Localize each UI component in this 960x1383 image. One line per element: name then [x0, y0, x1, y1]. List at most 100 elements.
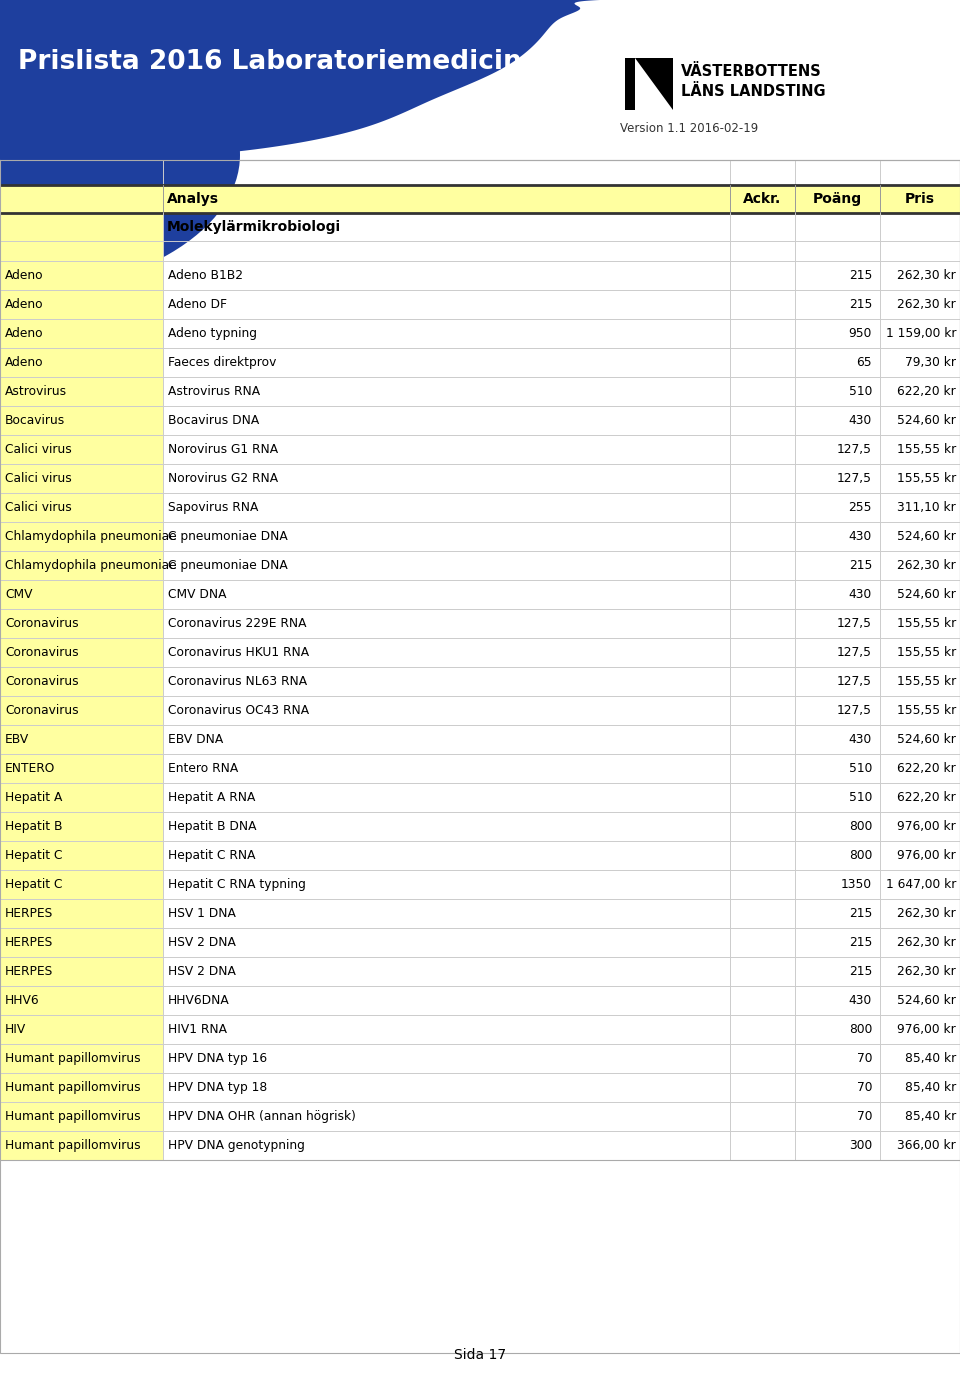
- Bar: [0, 241, 163, 261]
- Text: 430: 430: [849, 414, 872, 427]
- Text: Coronavirus: Coronavirus: [5, 617, 79, 631]
- Text: Molekylärmikrobiologi: Molekylärmikrobiologi: [167, 220, 341, 234]
- Bar: [0, 465, 163, 492]
- Text: 255: 255: [849, 501, 872, 514]
- Text: Adeno B1B2: Adeno B1B2: [168, 270, 243, 282]
- Text: 85,40 kr: 85,40 kr: [904, 1082, 956, 1094]
- Text: 622,20 kr: 622,20 kr: [898, 762, 956, 774]
- Text: VÄSTERBOTTENS: VÄSTERBOTTENS: [681, 64, 822, 79]
- Bar: [0, 1015, 163, 1044]
- Bar: [0, 319, 163, 349]
- Text: Hepatit C RNA: Hepatit C RNA: [168, 849, 255, 862]
- Text: Prislista 2016 Laboratoriemedicin: Prislista 2016 Laboratoriemedicin: [18, 48, 521, 75]
- Bar: [0, 349, 163, 378]
- Text: 976,00 kr: 976,00 kr: [898, 1023, 956, 1036]
- Text: 800: 800: [849, 849, 872, 862]
- Text: 510: 510: [849, 762, 872, 774]
- Text: 215: 215: [849, 936, 872, 949]
- Text: Hepatit A: Hepatit A: [5, 791, 62, 804]
- Text: 976,00 kr: 976,00 kr: [898, 820, 956, 833]
- Bar: [0, 1044, 163, 1073]
- Polygon shape: [635, 58, 673, 111]
- Text: Ackr.: Ackr.: [743, 192, 781, 206]
- Text: C pneumoniae DNA: C pneumoniae DNA: [168, 559, 288, 573]
- Text: 155,55 kr: 155,55 kr: [897, 704, 956, 716]
- Text: 262,30 kr: 262,30 kr: [898, 559, 956, 573]
- Bar: [0, 870, 163, 899]
- Text: Coronavirus: Coronavirus: [5, 646, 79, 660]
- Text: Pris: Pris: [905, 192, 935, 206]
- Text: 524,60 kr: 524,60 kr: [898, 414, 956, 427]
- Text: 430: 430: [849, 733, 872, 745]
- Text: Faeces direktprov: Faeces direktprov: [168, 355, 276, 369]
- Text: 155,55 kr: 155,55 kr: [897, 617, 956, 631]
- Text: Chlamydophila pneumoniae: Chlamydophila pneumoniae: [5, 530, 177, 544]
- Text: Humant papillomvirus: Humant papillomvirus: [5, 1052, 140, 1065]
- Text: HSV 1 DNA: HSV 1 DNA: [168, 907, 236, 920]
- Text: Norovirus G1 RNA: Norovirus G1 RNA: [168, 443, 278, 456]
- Text: ENTERO: ENTERO: [5, 762, 56, 774]
- Text: 155,55 kr: 155,55 kr: [897, 675, 956, 687]
- Text: Calici virus: Calici virus: [5, 443, 72, 456]
- Text: 622,20 kr: 622,20 kr: [898, 791, 956, 804]
- Text: EBV: EBV: [5, 733, 29, 745]
- Bar: [0, 185, 960, 213]
- Bar: [0, 0, 960, 155]
- Text: Coronavirus: Coronavirus: [5, 675, 79, 687]
- Bar: [625, 58, 635, 111]
- Bar: [0, 521, 163, 550]
- Bar: [0, 378, 163, 407]
- Text: Adeno typning: Adeno typning: [168, 326, 257, 340]
- Text: Bocavirus: Bocavirus: [5, 414, 65, 427]
- Text: HIV: HIV: [5, 1023, 26, 1036]
- Text: Hepatit B DNA: Hepatit B DNA: [168, 820, 256, 833]
- Text: 70: 70: [856, 1082, 872, 1094]
- Text: Coronavirus 229E RNA: Coronavirus 229E RNA: [168, 617, 306, 631]
- Text: Analys: Analys: [167, 192, 219, 206]
- Text: EBV DNA: EBV DNA: [168, 733, 224, 745]
- Text: 262,30 kr: 262,30 kr: [898, 965, 956, 978]
- Text: 127,5: 127,5: [837, 443, 872, 456]
- Text: 65: 65: [856, 355, 872, 369]
- Text: 127,5: 127,5: [837, 617, 872, 631]
- Text: 524,60 kr: 524,60 kr: [898, 733, 956, 745]
- Bar: [0, 492, 163, 521]
- Text: 524,60 kr: 524,60 kr: [898, 530, 956, 544]
- Bar: [0, 213, 163, 241]
- Text: Sapovirus RNA: Sapovirus RNA: [168, 501, 258, 514]
- Text: Coronavirus NL63 RNA: Coronavirus NL63 RNA: [168, 675, 307, 687]
- Text: Bocavirus DNA: Bocavirus DNA: [168, 414, 259, 427]
- Text: 215: 215: [849, 965, 872, 978]
- Text: 262,30 kr: 262,30 kr: [898, 270, 956, 282]
- Bar: [0, 696, 163, 725]
- Bar: [0, 579, 163, 609]
- Bar: [0, 261, 163, 290]
- Text: Astrovirus: Astrovirus: [5, 384, 67, 398]
- Text: HSV 2 DNA: HSV 2 DNA: [168, 965, 236, 978]
- Text: HERPES: HERPES: [5, 936, 53, 949]
- Text: HHV6DNA: HHV6DNA: [168, 994, 229, 1007]
- Bar: [0, 290, 163, 319]
- Text: 70: 70: [856, 1111, 872, 1123]
- Text: 127,5: 127,5: [837, 675, 872, 687]
- Polygon shape: [0, 0, 960, 159]
- Text: 1350: 1350: [841, 878, 872, 891]
- Bar: [0, 783, 163, 812]
- Text: 155,55 kr: 155,55 kr: [897, 646, 956, 660]
- Text: 215: 215: [849, 297, 872, 311]
- Text: Coronavirus: Coronavirus: [5, 704, 79, 716]
- Bar: [0, 160, 960, 1353]
- Text: HSV 2 DNA: HSV 2 DNA: [168, 936, 236, 949]
- Bar: [0, 957, 163, 986]
- Text: Adeno: Adeno: [5, 270, 43, 282]
- Text: 950: 950: [849, 326, 872, 340]
- Text: 430: 430: [849, 530, 872, 544]
- Text: Calici virus: Calici virus: [5, 472, 72, 485]
- Text: 127,5: 127,5: [837, 472, 872, 485]
- Text: HPV DNA genotypning: HPV DNA genotypning: [168, 1140, 305, 1152]
- Text: Hepatit C: Hepatit C: [5, 849, 62, 862]
- Text: Hepatit C: Hepatit C: [5, 878, 62, 891]
- Text: Hepatit A RNA: Hepatit A RNA: [168, 791, 255, 804]
- Bar: [0, 407, 163, 436]
- Text: Calici virus: Calici virus: [5, 501, 72, 514]
